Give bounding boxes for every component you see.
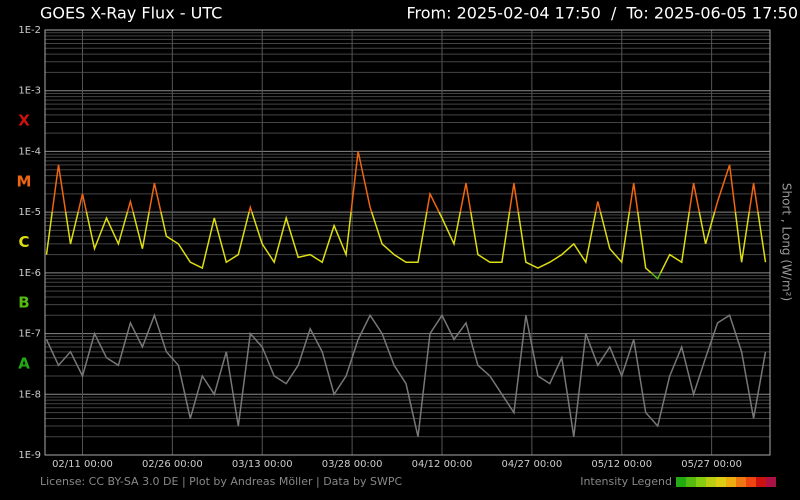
legend-title: Intensity Legend [580,475,672,488]
footer: License: CC BY-SA 3.0 DE | Plot by Andre… [40,475,402,488]
time-range: From: 2025-02-04 17:50 / To: 2025-06-05 … [406,4,798,23]
legend-swatch [706,477,716,487]
x-tick-label: 04/12 00:00 [412,459,473,470]
plot-border [44,29,771,456]
legend-swatch [746,477,756,487]
flux-class-label: C [18,233,29,251]
legend-swatch [676,477,686,487]
flux-class-label: M [17,172,32,190]
x-tick-label: 02/11 00:00 [52,459,113,470]
legend-swatch [716,477,726,487]
x-tick-label: 03/13 00:00 [232,459,293,470]
legend-swatch [756,477,766,487]
y-tick-label: 1E-7 [18,329,41,340]
legend-swatch [736,477,746,487]
y-tick-label: 1E-6 [18,268,41,279]
x-tick-label: 05/27 00:00 [681,459,742,470]
legend-swatch [726,477,736,487]
legend-swatch [696,477,706,487]
y-axis-label: Short , Long (W/m²) [780,183,794,301]
x-tick-label: 02/26 00:00 [142,459,203,470]
y-tick-label: 1E-4 [18,146,41,157]
chart-title: GOES X-Ray Flux - UTC [40,4,222,23]
y-tick-label: 1E-8 [18,389,41,400]
y-tick-label: 1E-3 [18,86,41,97]
x-tick-label: 03/28 00:00 [322,459,383,470]
x-tick-label: 05/12 00:00 [591,459,652,470]
series-line [45,313,767,437]
flux-class-label: A [18,354,30,372]
flux-class-label: B [18,294,29,312]
flux-class-label: X [18,112,30,130]
x-tick-label: 04/27 00:00 [501,459,562,470]
legend-swatch [686,477,696,487]
plot-area [45,30,770,455]
y-tick-label: 1E-5 [18,207,41,218]
y-tick-label: 1E-2 [18,25,41,36]
series-line [45,151,767,280]
legend-swatch [766,477,776,487]
y-tick-label: 1E-9 [18,450,41,461]
